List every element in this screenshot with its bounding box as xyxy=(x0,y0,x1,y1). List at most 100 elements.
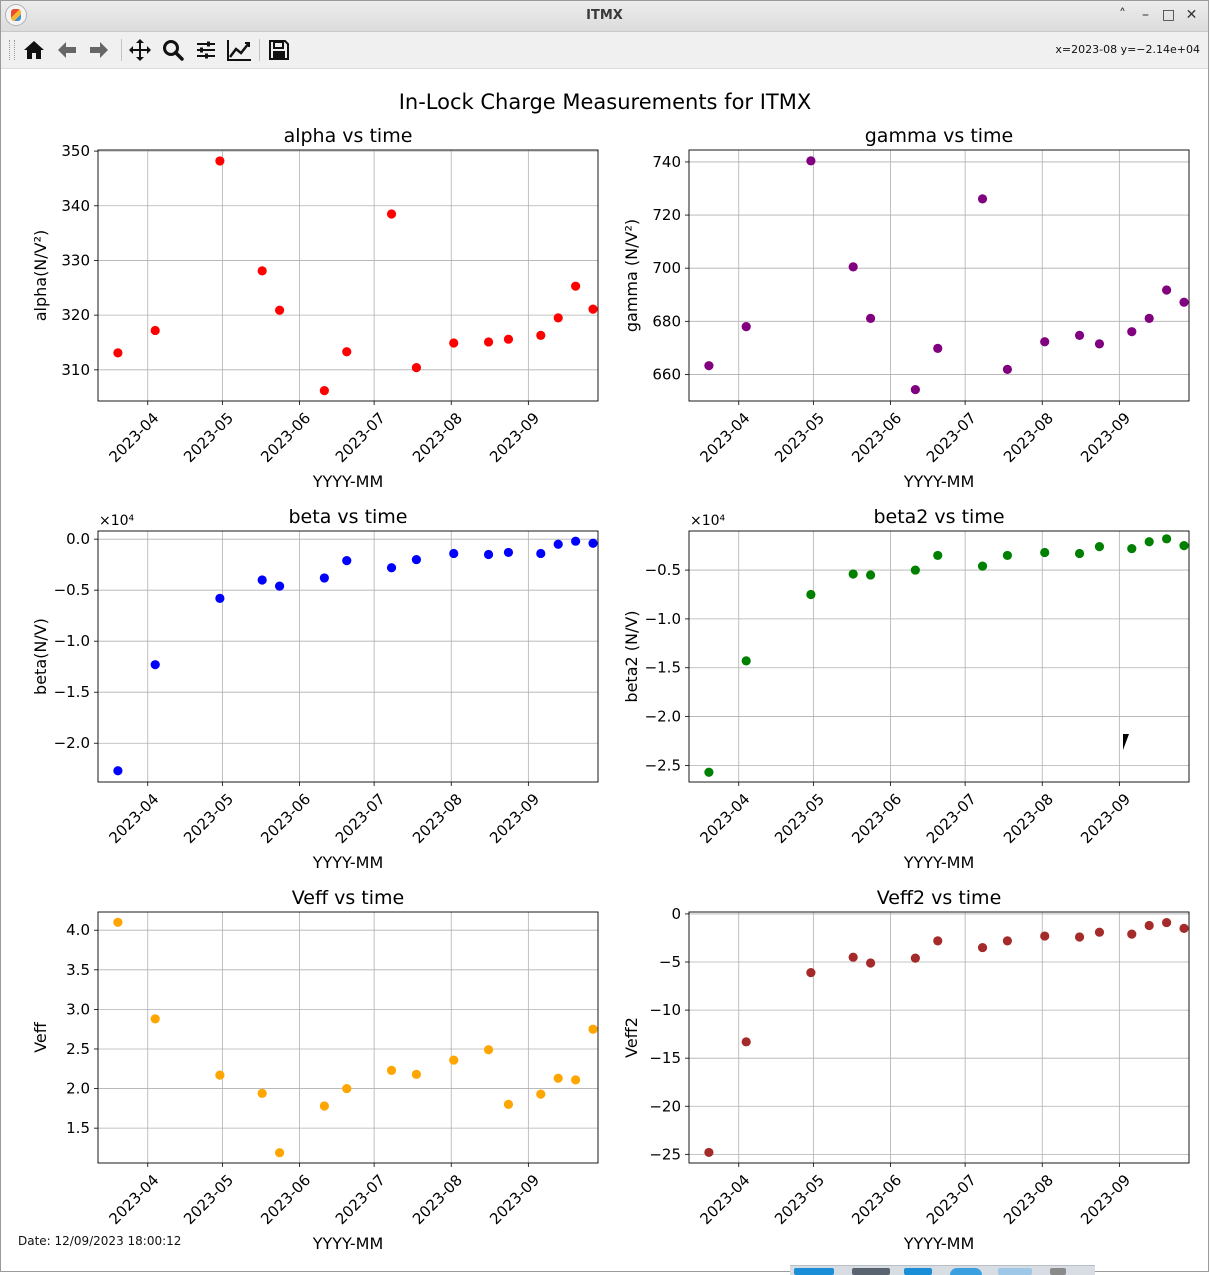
y-tick-label: −1.0 xyxy=(645,610,681,628)
x-tick-label: 2023-08 xyxy=(1000,409,1057,466)
data-point xyxy=(113,766,123,776)
data-point xyxy=(741,1037,751,1047)
home-button[interactable] xyxy=(19,35,49,65)
x-tick-label: 2023-07 xyxy=(923,1171,980,1228)
subplot-5: 2023-04 2023-05 2023-06 2023-07 2023-08 2023-… xyxy=(31,887,599,1253)
axes-frame xyxy=(97,149,599,402)
window-title: ITMX xyxy=(586,8,623,23)
data-point xyxy=(150,1014,160,1024)
window-maximize-button[interactable]: □ xyxy=(1161,7,1176,23)
y-tick-label: 2.5 xyxy=(66,1040,90,1058)
y-tick-label: 4.0 xyxy=(66,921,90,939)
zoom-magnifier-icon xyxy=(163,40,184,61)
y-tick-label: 720 xyxy=(652,206,681,224)
window-controls: ˄ – □ ✕ xyxy=(1114,6,1200,24)
y-tick-label: −25 xyxy=(649,1145,681,1163)
x-tick-label: 2023-06 xyxy=(257,1171,314,1228)
data-point xyxy=(571,1075,581,1085)
save-button[interactable] xyxy=(264,35,294,65)
taskbar-item[interactable] xyxy=(794,1268,834,1275)
data-point xyxy=(1094,339,1105,349)
date-label: Date: 12/09/2023 18:00:12 xyxy=(18,1234,182,1248)
x-tick-label: 2023-06 xyxy=(848,409,905,466)
window-shade-button[interactable]: ˄ xyxy=(1119,7,1126,23)
taskbar-item[interactable] xyxy=(904,1268,932,1275)
data-point xyxy=(483,337,494,347)
data-point xyxy=(411,363,422,373)
y-axis-label: gamma (N/V²) xyxy=(622,219,641,332)
taskbar-item[interactable] xyxy=(1050,1268,1066,1275)
y-offset-label: ×10⁴ xyxy=(99,513,135,529)
data-point xyxy=(806,156,816,166)
data-point xyxy=(977,194,988,204)
data-point xyxy=(741,656,751,666)
edit-axes-button[interactable] xyxy=(224,35,254,65)
data-point xyxy=(342,555,352,566)
subplot-4: 2023-04 2023-05 2023-06 2023-07 2023-08 2023-… xyxy=(622,506,1190,872)
subplot-1: 2023-04 2023-05 2023-06 2023-07 2023-08 2023-… xyxy=(31,125,599,491)
y-tick-label: 320 xyxy=(61,306,90,324)
x-tick-label: 2023-06 xyxy=(257,790,314,847)
app-logo-icon xyxy=(5,4,27,26)
data-point xyxy=(1040,931,1050,941)
figure-canvas[interactable]: In-Lock Charge Measurements for ITMX 202… xyxy=(1,69,1210,1273)
x-axis-label: YYYY-MM xyxy=(312,853,384,872)
data-point xyxy=(386,563,397,573)
data-point xyxy=(571,281,581,291)
y-tick-label: −2.5 xyxy=(645,756,681,774)
x-tick-label: 2023-08 xyxy=(1000,1171,1057,1228)
y-tick-label: −1.0 xyxy=(54,632,90,650)
data-point xyxy=(319,1101,329,1111)
window-minimize-button[interactable]: – xyxy=(1142,7,1149,23)
data-point xyxy=(865,958,876,968)
data-point xyxy=(411,1069,422,1079)
pan-button[interactable] xyxy=(125,35,155,65)
subplots-config-button[interactable] xyxy=(191,35,221,65)
data-point xyxy=(1179,541,1189,551)
y-axis-label: Veff2 xyxy=(622,1017,641,1058)
x-tick-label: 2023-06 xyxy=(257,409,314,466)
y-tick-label: 0.0 xyxy=(66,530,90,548)
data-point xyxy=(1179,297,1189,307)
back-button[interactable] xyxy=(52,35,82,65)
data-point xyxy=(536,548,546,559)
window-close-button[interactable]: ✕ xyxy=(1185,7,1198,23)
data-point xyxy=(1074,330,1085,340)
taskbar-item[interactable] xyxy=(852,1268,890,1275)
x-tick-label: 2023-05 xyxy=(771,409,828,466)
data-point xyxy=(1002,364,1013,374)
data-point xyxy=(865,570,876,580)
x-tick-label: 2023-09 xyxy=(1077,409,1134,466)
x-tick-label: 2023-04 xyxy=(105,409,162,466)
data-point xyxy=(977,942,988,953)
subplot-2: 2023-04 2023-05 2023-06 2023-07 2023-08 2023-… xyxy=(622,125,1190,491)
data-point xyxy=(483,549,494,560)
x-tick-label: 2023-09 xyxy=(486,790,543,847)
data-point xyxy=(933,936,943,946)
axes-frame xyxy=(97,530,599,783)
subplot-title: beta2 vs time xyxy=(873,506,1004,528)
data-point xyxy=(1127,327,1137,337)
y-tick-label: −1.5 xyxy=(54,683,90,701)
taskbar-item[interactable] xyxy=(950,1268,982,1275)
mouse-cursor-icon xyxy=(1123,734,1135,750)
subplot-3: 2023-04 2023-05 2023-06 2023-07 2023-08 2023-… xyxy=(31,506,599,872)
data-point xyxy=(257,1088,267,1098)
data-point xyxy=(977,561,988,571)
toolbar-grip[interactable] xyxy=(9,40,15,60)
title-bar: ITMX ˄ – □ ✕ xyxy=(1,1,1208,32)
data-point xyxy=(704,767,714,777)
axes-frame xyxy=(688,530,1190,783)
x-tick-label: 2023-08 xyxy=(1000,790,1057,847)
taskbar-item[interactable] xyxy=(998,1268,1032,1275)
y-tick-label: 340 xyxy=(61,197,90,215)
toolbar-separator xyxy=(259,39,260,61)
x-tick-label: 2023-04 xyxy=(696,409,753,466)
data-point xyxy=(483,1045,494,1055)
data-point xyxy=(386,209,397,219)
y-tick-label: −2.0 xyxy=(645,708,681,726)
x-axis-label: YYYY-MM xyxy=(312,1234,384,1253)
zoom-button[interactable] xyxy=(158,35,188,65)
forward-button[interactable] xyxy=(84,35,114,65)
